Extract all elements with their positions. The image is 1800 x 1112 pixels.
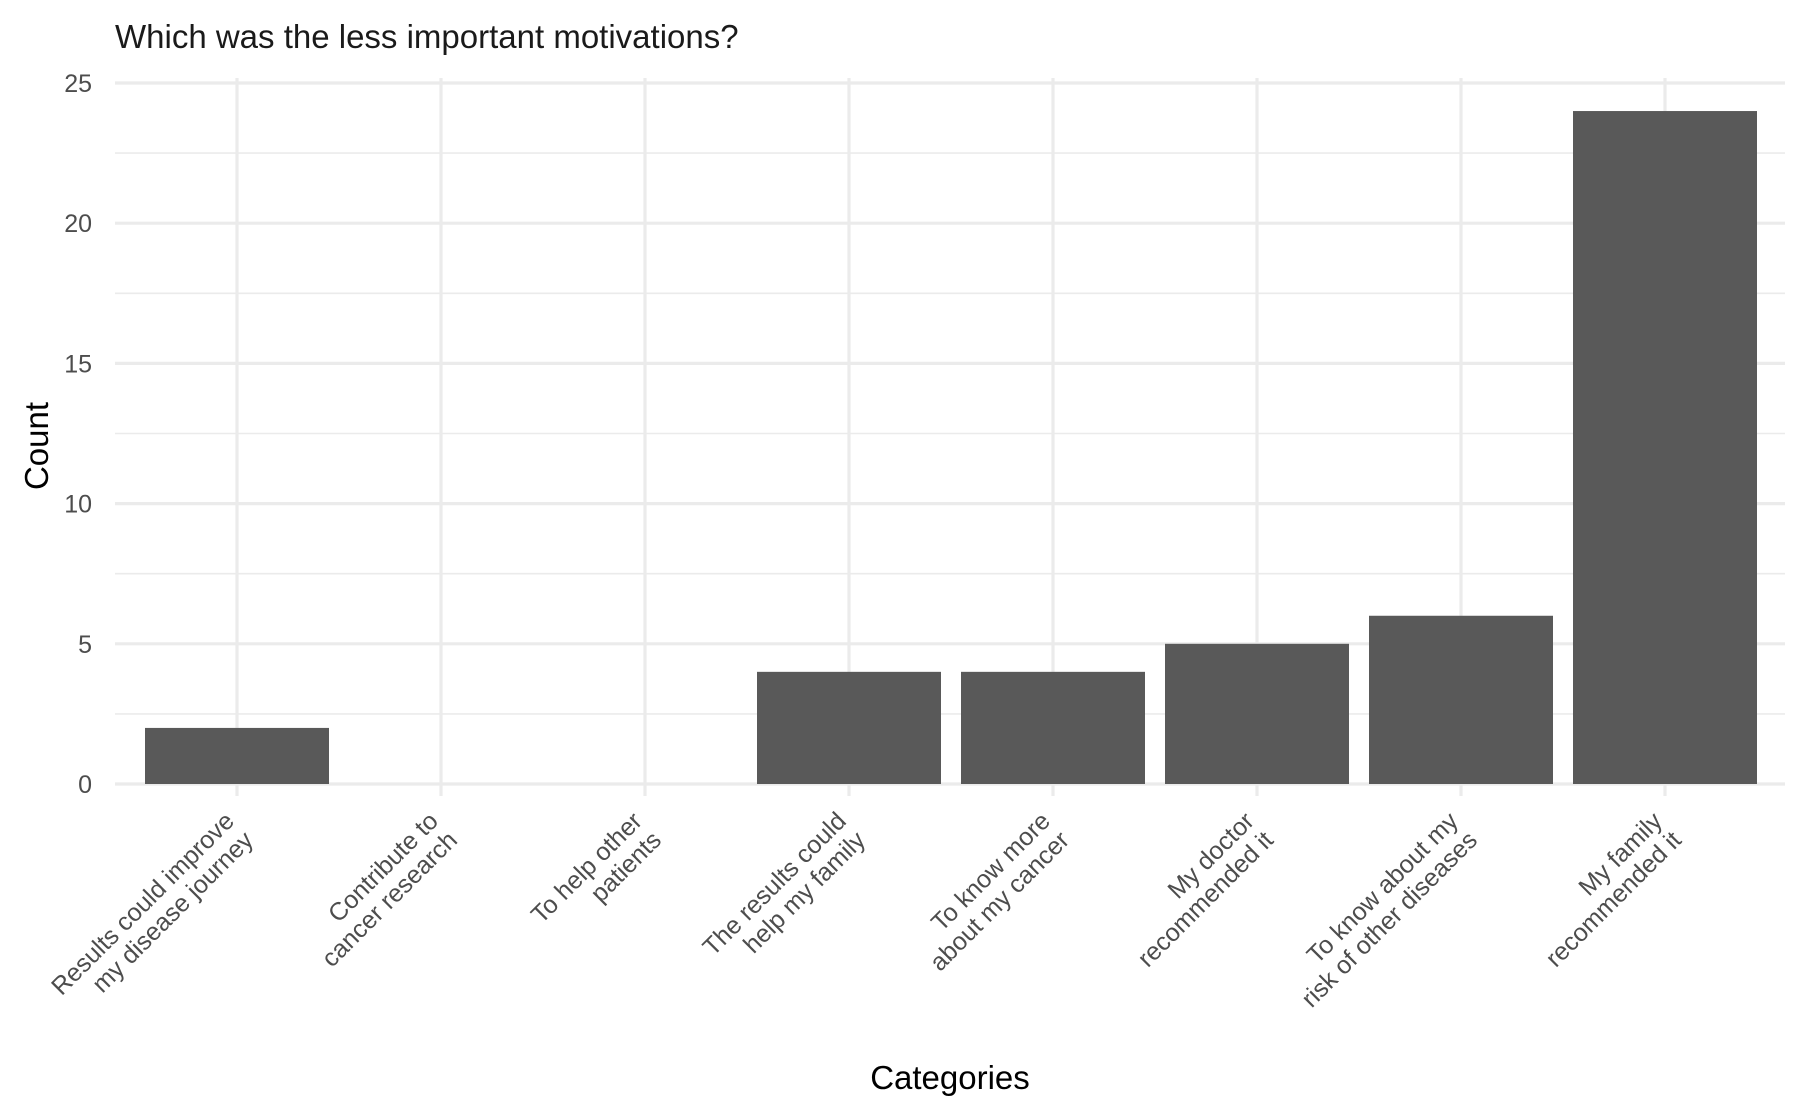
y-axis-title: Count	[18, 402, 55, 490]
x-axis-title: Categories	[870, 1059, 1030, 1096]
bar	[145, 727, 329, 784]
bar	[757, 671, 941, 784]
y-tick-label: 20	[64, 210, 92, 238]
bar	[961, 671, 1145, 784]
grid	[115, 78, 1785, 796]
bar	[1573, 111, 1757, 785]
x-tick-label-line: my disease journey	[87, 826, 259, 998]
y-tick-label: 25	[64, 70, 92, 98]
y-tick-labels: 0 5 10 15 20 25	[64, 70, 92, 799]
bars	[145, 111, 1757, 785]
x-tick-label-line: Results could improve	[46, 807, 240, 1001]
bar	[1165, 643, 1349, 784]
bar	[1369, 615, 1553, 784]
y-tick-label: 15	[64, 350, 92, 378]
y-tick-label: 0	[78, 771, 92, 799]
chart-title: Which was the less important motivations…	[115, 18, 739, 55]
x-tick-label-line: risk of other diseases	[1296, 826, 1483, 1013]
y-tick-label: 5	[78, 631, 92, 659]
y-tick-label: 10	[64, 491, 92, 519]
